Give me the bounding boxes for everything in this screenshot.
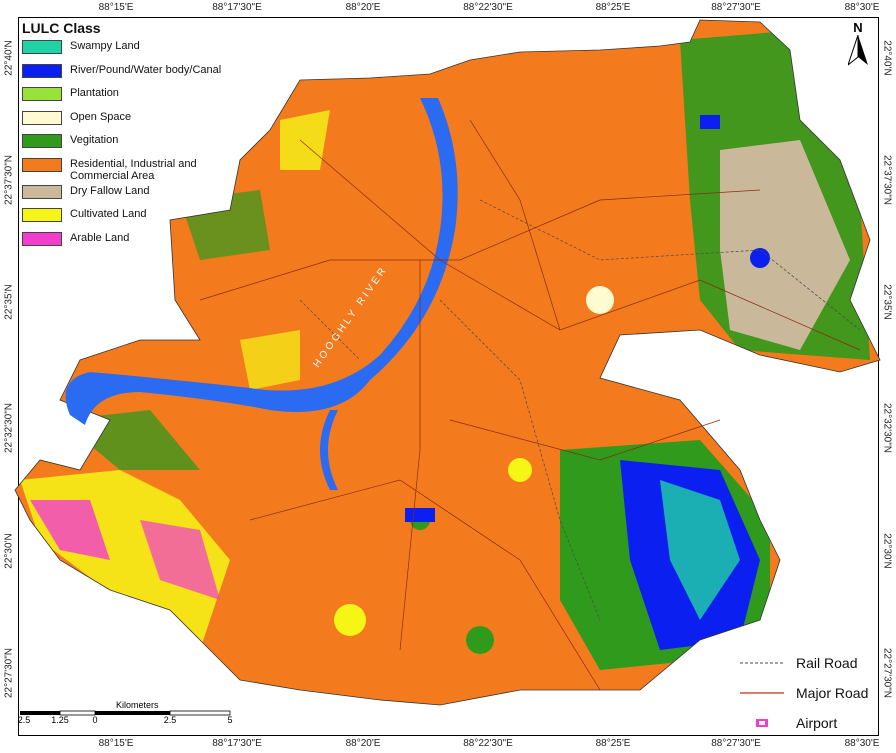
legend-item: Swampy Land (22, 40, 221, 64)
major-road-symbol (740, 692, 784, 694)
lon-label-bottom: 88°15'E (98, 738, 134, 749)
legend-item: Open Space (22, 110, 221, 135)
lon-label-bottom: 88°25'E (595, 738, 631, 749)
lon-label-top: 88°22'30"E (463, 2, 513, 13)
legend-item: Cultivated Land (22, 208, 221, 232)
legend-item: Vegitation (22, 134, 221, 158)
hooghly-river (65, 98, 458, 425)
legend-item: Dry Fallow Land (22, 184, 221, 209)
scale-tick: 2.5 (163, 715, 177, 725)
lon-label-bottom: 88°20'E (345, 738, 381, 749)
lon-label-top: 88°15'E (98, 2, 134, 13)
river-branch (320, 410, 338, 490)
major-road-label: Major Road (796, 685, 869, 701)
legend-label: Swampy Land (70, 40, 140, 52)
legend-swatch (22, 231, 62, 246)
map-frame (18, 17, 879, 736)
legend-label: River/Pound/Water body/Canal (70, 63, 222, 76)
legend-item: Residential, Industrial and Commercial A… (22, 157, 221, 185)
lon-label-top: 88°30'E (844, 2, 880, 13)
line-legend-item: Rail Road (740, 648, 868, 678)
legend-swatch (22, 63, 62, 78)
line-legend: Rail Road Major Road Airport (740, 648, 868, 738)
legend-item: Plantation (22, 87, 221, 111)
legend-label: Plantation (70, 87, 119, 99)
scale-bar-graphic (20, 710, 231, 716)
legend-label: Arable Land (70, 231, 130, 244)
lulc-legend: LULC Class Swampy Land River/Pound/Water… (22, 20, 221, 255)
scale-tick: 0 (92, 715, 98, 725)
legend-swatch (22, 40, 62, 54)
lon-label-top: 88°20'E (345, 2, 381, 13)
legend-label: Cultivated Land (70, 208, 147, 220)
airport-label: Airport (796, 715, 838, 731)
legend-swatch (22, 110, 62, 125)
line-legend-item: Airport (740, 708, 868, 738)
rail-roads (299, 199, 861, 621)
legend-swatch (22, 134, 62, 148)
rail-road-symbol (740, 662, 784, 664)
scale-bar-title: Kilometers (116, 700, 159, 710)
city-boundary (14, 19, 881, 706)
lon-label-bottom: 88°17'30"E (212, 738, 262, 749)
legend-swatch (22, 87, 62, 101)
scale-tick: 2.5 (17, 715, 31, 725)
legend-swatch (22, 184, 62, 199)
lon-label-bottom: 88°30'E (844, 738, 880, 749)
legend-title: LULC Class (22, 20, 101, 36)
legend-label: Dry Fallow Land (70, 184, 150, 197)
legend-item: Arable Land (22, 231, 221, 256)
airport-icon (756, 719, 768, 727)
legend-label: Vegitation (70, 134, 119, 146)
north-arrow-icon (846, 34, 868, 67)
legend-label: Open Space (70, 110, 132, 123)
scale-tick: 1.25 (51, 715, 69, 725)
legend-item: River/Pound/Water body/Canal (22, 63, 222, 88)
legend-label: Residential, Industrial and Commercial A… (70, 157, 197, 182)
lon-label-bottom: 88°27'30"E (711, 738, 761, 749)
lon-label-top: 88°17'30"E (212, 2, 262, 13)
legend-swatch (22, 157, 62, 172)
lon-label-top: 88°27'30"E (711, 2, 761, 13)
scale-tick: 5 (227, 715, 233, 725)
north-arrow: N (846, 20, 868, 72)
scale-bar: Kilometers 2.5 1.25 0 2.5 5 (14, 700, 244, 730)
legend-swatch (22, 208, 62, 222)
line-legend-item: Major Road (740, 678, 868, 708)
rail-road-label: Rail Road (796, 655, 858, 671)
major-roads (199, 119, 861, 691)
north-label: N (853, 20, 863, 35)
lon-label-top: 88°25'E (595, 2, 631, 13)
lon-label-bottom: 88°22'30"E (463, 738, 513, 749)
